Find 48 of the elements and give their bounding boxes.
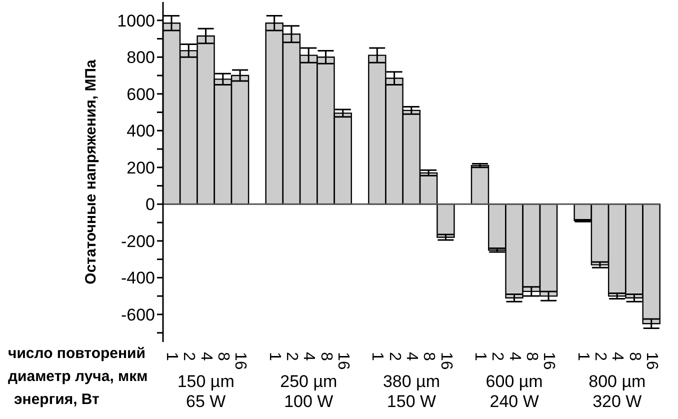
x-tick-label: 4 xyxy=(608,352,626,361)
text: энергия, Вт xyxy=(14,391,100,408)
x-tick-label: 8 xyxy=(626,352,643,361)
x-tick-label: 4 xyxy=(300,352,318,361)
x-tick-label: 4 xyxy=(403,352,420,361)
y-axis-title: Остаточные напряжения, МПа xyxy=(82,59,100,284)
y-tick-label: 800 xyxy=(126,48,155,68)
x-tick-label: 2 xyxy=(592,352,609,361)
x-tick-label: 16 xyxy=(437,352,454,370)
x-tick-label: 1 xyxy=(368,352,386,361)
y-tick-label: -400 xyxy=(120,268,155,288)
x-tick-label: 2 xyxy=(488,352,506,361)
x-tick-label: 16 xyxy=(232,352,249,370)
text: 150 µm xyxy=(176,372,236,392)
x-tick-label: 2 xyxy=(386,352,403,361)
x-tick-label: 8 xyxy=(317,352,334,361)
x-tick-label: 1 xyxy=(266,352,283,361)
x-tick-label: 1 xyxy=(472,352,489,361)
text: 100 W xyxy=(283,392,334,412)
y-tick-label: 200 xyxy=(126,158,155,178)
x-tick-label: 8 xyxy=(522,352,540,361)
text: 65 W xyxy=(185,392,227,412)
y-tick-label: -600 xyxy=(120,305,155,324)
x-tick-label: 8 xyxy=(420,352,438,361)
x-tick-label: 2 xyxy=(283,352,300,361)
text: диаметр луча, мкм xyxy=(8,368,148,385)
x-tick-label: 2 xyxy=(180,352,198,361)
y-tick-label: -200 xyxy=(120,232,155,251)
text: 600 µm xyxy=(484,372,544,392)
x-tick-label: 1 xyxy=(163,352,180,361)
text: 150 W xyxy=(386,392,438,412)
x-tick-label: 4 xyxy=(506,352,523,361)
x-tick-label: 4 xyxy=(197,352,214,361)
y-tick-label: 0 xyxy=(146,195,155,214)
y-tick-label: 400 xyxy=(126,122,155,141)
text: 240 W xyxy=(488,392,540,412)
x-tick-label: 16 xyxy=(540,352,558,370)
text: 250 µm xyxy=(279,372,338,392)
x-tick-label: 8 xyxy=(214,352,232,361)
text: 380 µm xyxy=(382,372,442,392)
text: 800 µm xyxy=(588,372,647,392)
x-tick-label: 16 xyxy=(334,352,352,370)
text: 320 W xyxy=(592,392,643,412)
y-tick-label: 1000 xyxy=(117,11,155,30)
x-tick-label: 1 xyxy=(574,352,592,361)
y-tick-label: 600 xyxy=(126,84,155,104)
text: число повторений xyxy=(8,345,146,362)
x-tick-label: 16 xyxy=(642,352,660,370)
